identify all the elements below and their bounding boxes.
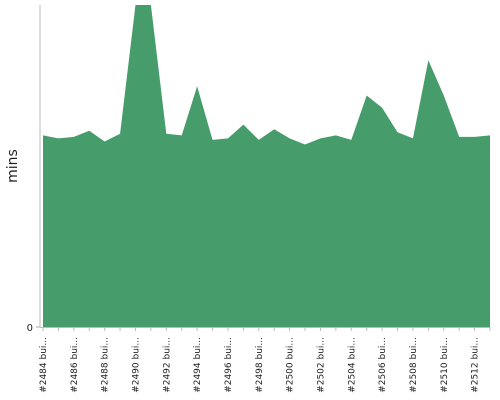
area — [43, 5, 490, 327]
x-tick-label: #2512 bui... — [471, 337, 481, 393]
x-tick-label: #2488 bui... — [101, 337, 111, 393]
x-tick-label: #2506 bui... — [378, 337, 388, 393]
x-tick-label: #2504 bui... — [347, 337, 357, 393]
x-tick-label: #2498 bui... — [255, 337, 265, 393]
x-tick-label: #2502 bui... — [316, 337, 326, 393]
x-tick-label: #2508 bui... — [409, 337, 419, 393]
x-tick-label: #2492 bui... — [162, 337, 172, 393]
x-tick-label: #2484 bui... — [39, 337, 49, 393]
x-tick-label: #2500 bui... — [286, 337, 296, 393]
x-tick-label: #2496 bui... — [224, 337, 234, 393]
x-tick-label: #2494 bui... — [193, 337, 203, 393]
y-axis-label: mins — [5, 149, 21, 183]
x-tick-label: #2490 bui... — [131, 337, 141, 393]
y-tick-label: 0 — [27, 323, 33, 334]
x-tick-label: #2486 bui... — [70, 337, 80, 393]
x-tick-label: #2510 bui... — [440, 337, 450, 393]
